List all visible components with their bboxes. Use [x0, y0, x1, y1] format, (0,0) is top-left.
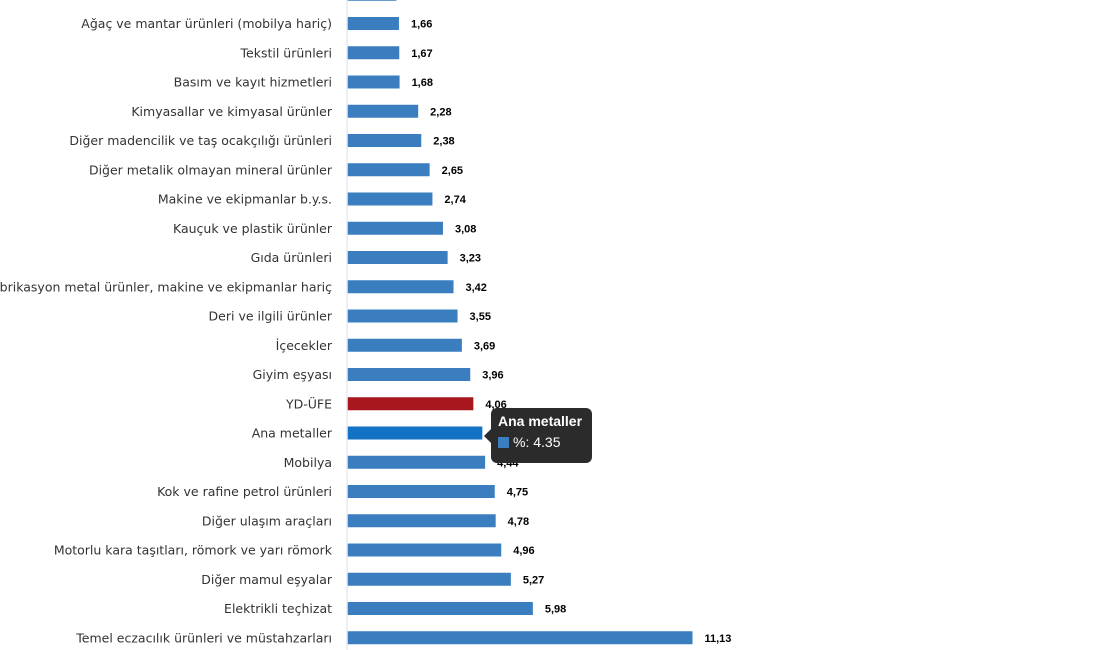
category-label-yd-ufe: YD-ÜFE	[285, 395, 332, 411]
value-label-kimyasallar-ve-kimyasal-urunler: 2,28	[430, 106, 451, 118]
category-label-elektrikli-techizat: Elektrikli teçhizat	[224, 601, 332, 616]
category-label-diger-ulasim-araclari: Diğer ulaşım araçları	[202, 513, 332, 528]
value-label-diger-mamul-esyalar: 5,27	[523, 574, 544, 586]
tooltip-row: %: 4.35	[498, 434, 585, 450]
category-label-makine-ve-ekipmanlar-b-y-s: Makine ve ekipmanlar b.y.s.	[158, 192, 332, 207]
value-label-basim-ve-kayit-hizmetleri: 1,68	[412, 77, 433, 89]
tooltip-value: 4.35	[533, 434, 561, 450]
category-label-kaucuk-ve-plastik-urunler: Kauçuk ve plastik ürünler	[173, 221, 333, 236]
value-label-giyim-esyasi: 3,96	[482, 370, 503, 382]
category-label-giyim-esyasi: Giyim eşyası	[253, 367, 332, 382]
category-label-basim-ve-kayit-hizmetleri: Basım ve kayıt hizmetleri	[174, 75, 332, 90]
bar-makine-ve-ekipmanlar-b-y-s[interactable]	[347, 192, 433, 206]
category-label-icecekler: İçecekler	[276, 338, 333, 353]
bar-diger-ulasim-araclari[interactable]	[347, 514, 496, 528]
tooltip-arrow	[484, 429, 491, 443]
bar-giyim-esyasi[interactable]	[347, 368, 471, 381]
value-label-elektrikli-techizat: 5,98	[545, 604, 566, 616]
bar-yd-ufe[interactable]	[347, 397, 474, 411]
bar-partially-visible[interactable]	[347, 0, 397, 1]
category-label-gida-urunleri: Gıda ürünleri	[251, 250, 332, 265]
bar-icecekler[interactable]	[347, 338, 462, 352]
value-label-diger-metalik-olmayan-mineral-urunler: 2,65	[442, 165, 463, 177]
category-label-kok-ve-rafine-petrol-urunleri: Kok ve rafine petrol ürünleri	[157, 484, 332, 499]
bar-kaucuk-ve-plastik-urunler[interactable]	[347, 221, 443, 235]
category-label-agac-ve-mantar-urunleri-mobilya-haric: Ağaç ve mantar ürünleri (mobilya hariç)	[81, 16, 332, 31]
value-label-kok-ve-rafine-petrol-urunleri: 4,75	[507, 487, 528, 499]
tooltip-separator: :	[525, 434, 534, 450]
category-label-mobilya: Mobilya	[284, 455, 332, 470]
bar-elektrikli-techizat[interactable]	[347, 602, 533, 615]
value-label-makine-ve-ekipmanlar-b-y-s: 2,74	[444, 194, 466, 206]
category-label-kimyasallar-ve-kimyasal-urunler: Kimyasallar ve kimyasal ürünler	[131, 104, 332, 119]
bar-mobilya[interactable]	[347, 455, 486, 469]
bar-fabrikasyon-metal-urunler-makine-ve-ekipmanlar-haric[interactable]	[347, 280, 454, 294]
category-label-tekstil-urunleri: Tekstil ürünleri	[240, 45, 332, 60]
bar-gida-urunleri[interactable]	[347, 251, 448, 264]
category-label-ana-metaller: Ana metaller	[252, 426, 333, 441]
bars-layer	[347, 0, 693, 645]
value-label-deri-ve-ilgili-urunler: 3,55	[470, 311, 491, 323]
tooltip-series-swatch	[498, 436, 509, 448]
value-label-fabrikasyon-metal-urunler-makine-ve-ekipmanlar-haric: 3,42	[466, 282, 487, 294]
bar-basim-ve-kayit-hizmetleri[interactable]	[347, 75, 400, 89]
labels-layer: Ağaç ve mantar ürünleri (mobilya hariç) 1…	[0, 16, 731, 645]
value-label-temel-eczacilik-urunleri-ve-mustahzarlari: 11,13	[705, 633, 732, 645]
category-label-fabrikasyon-metal-urunler-makine-ve-ekipmanlar-haric: Fabrikasyon metal ürünler, makine ve eki…	[0, 279, 332, 294]
category-label-diger-madencilik-ve-tas-ocakciligi-urunleri: Diğer madencilik ve taş ocakçılığı ürünl…	[69, 133, 332, 148]
value-label-diger-madencilik-ve-tas-ocakciligi-urunleri: 2,38	[433, 136, 454, 148]
category-label-diger-metalik-olmayan-mineral-urunler: Diğer metalik olmayan mineral ürünler	[89, 162, 333, 177]
category-label-deri-ve-ilgili-urunler: Deri ve ilgili ürünler	[209, 309, 333, 324]
bar-kok-ve-rafine-petrol-urunleri[interactable]	[347, 485, 495, 498]
value-label-icecekler: 3,69	[474, 340, 495, 352]
category-label-temel-eczacilik-urunleri-ve-mustahzarlari: Temel eczacılık ürünleri ve müstahzarlar…	[75, 630, 332, 645]
category-label-motorlu-kara-tasitlari-romork-ve-yari-romork: Motorlu kara taşıtları, römork ve yarı r…	[54, 543, 333, 558]
bar-tekstil-urunleri[interactable]	[347, 46, 400, 60]
bar-diger-madencilik-ve-tas-ocakciligi-urunleri[interactable]	[347, 134, 422, 147]
category-label-diger-mamul-esyalar: Diğer mamul eşyalar	[201, 572, 333, 587]
bar-deri-ve-ilgili-urunler[interactable]	[347, 309, 458, 323]
bar-ana-metaller[interactable]	[347, 426, 483, 440]
bar-agac-ve-mantar-urunleri-mobilya-haric[interactable]	[347, 17, 399, 30]
tooltip-title: Ana metaller	[498, 413, 583, 429]
tooltip: Ana metaller %: 4.35	[484, 408, 592, 463]
value-label-motorlu-kara-tasitlari-romork-ve-yari-romork: 4,96	[513, 545, 534, 557]
value-label-agac-ve-mantar-urunleri-mobilya-haric: 1,66	[411, 19, 432, 31]
bar-kimyasallar-ve-kimyasal-urunler[interactable]	[347, 104, 419, 118]
tooltip-series-label: %	[513, 434, 526, 450]
bar-temel-eczacilik-urunleri-ve-mustahzarlari[interactable]	[347, 631, 693, 645]
value-label-kaucuk-ve-plastik-urunler: 3,08	[455, 223, 476, 235]
value-label-gida-urunleri: 3,23	[460, 253, 481, 265]
bar-diger-metalik-olmayan-mineral-urunler[interactable]	[347, 163, 430, 177]
value-label-tekstil-urunleri: 1,67	[411, 48, 432, 60]
value-label-diger-ulasim-araclari: 4,78	[508, 516, 529, 528]
value-label-yd-ufe: 4,06	[485, 399, 506, 411]
bar-motorlu-kara-tasitlari-romork-ve-yari-romork[interactable]	[347, 543, 502, 557]
bar-diger-mamul-esyalar[interactable]	[347, 572, 511, 586]
